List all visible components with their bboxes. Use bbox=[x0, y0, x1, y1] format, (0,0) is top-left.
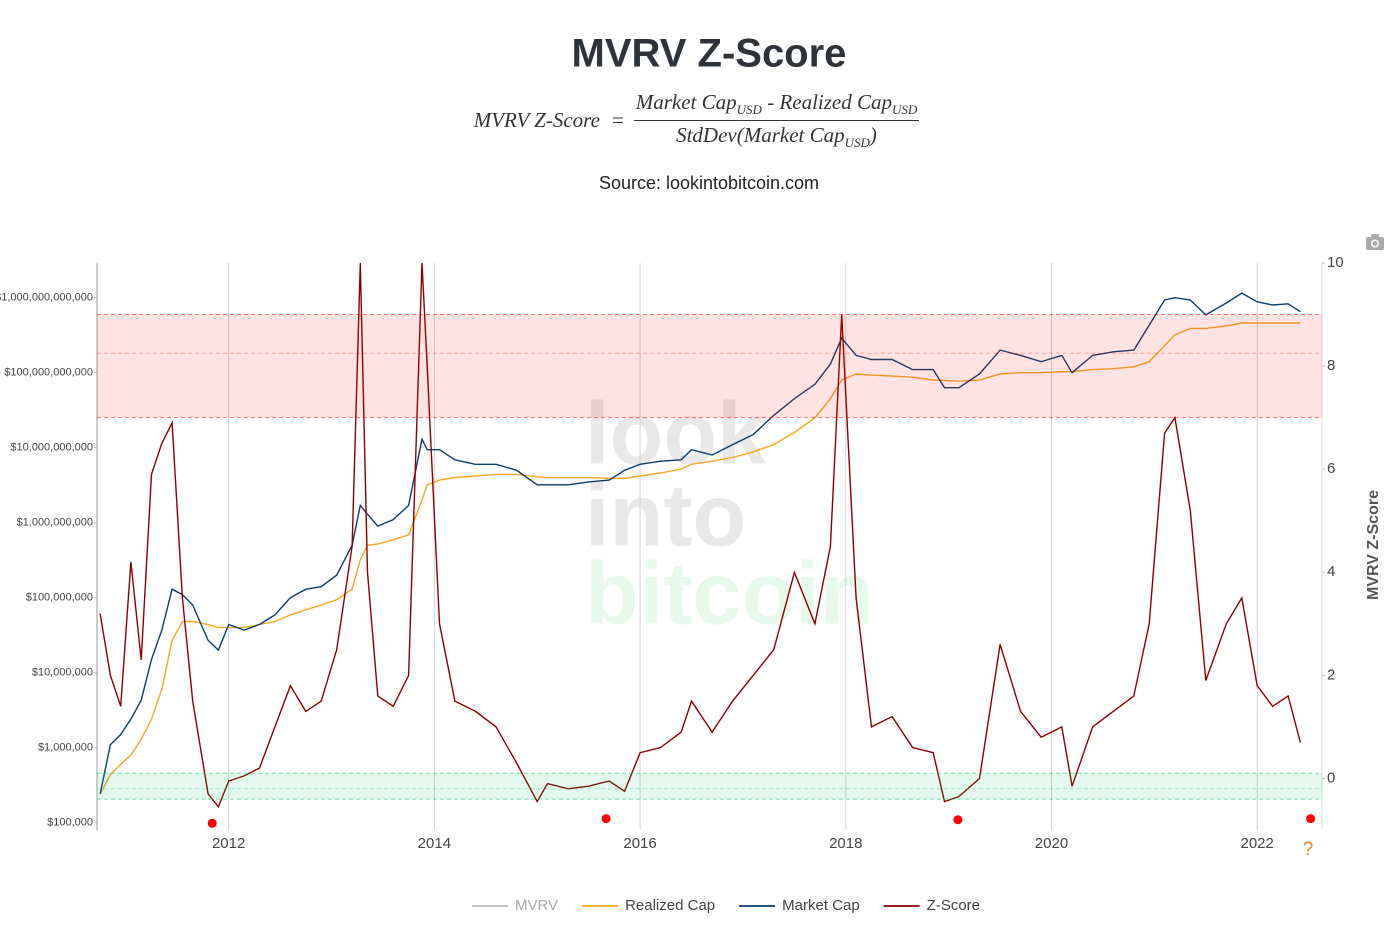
legend-label: Z-Score bbox=[927, 897, 980, 914]
series-line bbox=[99, 263, 1302, 809]
formula-denominator: StdDev(Market CapUSD) bbox=[676, 121, 877, 151]
legend-item[interactable]: Z-Score bbox=[883, 897, 980, 914]
formula-part: USD bbox=[892, 102, 918, 118]
marker bbox=[953, 815, 963, 825]
y-tick-label: $1,000,000 bbox=[38, 742, 93, 754]
band bbox=[97, 773, 1322, 800]
formula-part: Market Cap bbox=[635, 90, 737, 114]
y-tick-label: $100,000 bbox=[47, 817, 93, 829]
formula-equals: = bbox=[611, 108, 624, 133]
y2-tick-label: 8 bbox=[1327, 357, 1335, 374]
legend-item[interactable]: Realized Cap bbox=[582, 897, 715, 914]
legend-label: Market Cap bbox=[782, 897, 860, 914]
formula-part: USD bbox=[736, 102, 762, 118]
watermark: look into bitcoin bbox=[585, 383, 873, 642]
y2-tick-label: 10 bbox=[1327, 254, 1344, 271]
marker bbox=[1306, 814, 1316, 824]
y2-tick-label: 4 bbox=[1327, 563, 1335, 580]
formula-lhs: MVRV Z-Score bbox=[473, 108, 600, 133]
help-icon[interactable]: ? bbox=[1303, 839, 1314, 860]
formula-numerator: Market CapUSD - Realized CapUSD bbox=[633, 90, 920, 122]
camera-icon[interactable] bbox=[1366, 234, 1384, 250]
watermark-text: into bbox=[585, 465, 746, 564]
formula-part: - Realized Cap bbox=[761, 90, 892, 114]
x-tick-label: 2018 bbox=[829, 835, 862, 852]
band bbox=[97, 314, 1322, 418]
x-tick-label: 2020 bbox=[1035, 835, 1068, 852]
series-line bbox=[99, 292, 1301, 795]
legend-label: MVRV bbox=[515, 897, 558, 914]
grid bbox=[228, 263, 1258, 830]
y-tick-label: $100,000,000 bbox=[26, 592, 93, 604]
x-tick-label: 2014 bbox=[418, 835, 451, 852]
y-tick-label: $10,000,000 bbox=[32, 667, 93, 679]
y2-axis-title: MVRV Z-Score bbox=[1365, 490, 1382, 600]
formula-part: USD bbox=[844, 135, 870, 151]
chart-subtitle: Source: lookintobitcoin.com bbox=[599, 173, 819, 193]
formula-part: ) bbox=[869, 123, 877, 148]
watermark-text: bitcoin bbox=[585, 543, 873, 642]
marker bbox=[601, 814, 611, 824]
y-tick-label: $1,000,000,000,000 bbox=[0, 292, 93, 304]
formula: MVRV Z-Score = Market CapUSD - Realized … bbox=[0, 90, 1393, 151]
y2-tick-label: 6 bbox=[1327, 460, 1335, 477]
series-line bbox=[99, 322, 1301, 795]
watermark-text: look bbox=[585, 383, 767, 482]
y2-tick-label: 0 bbox=[1327, 769, 1335, 786]
legend-item[interactable]: Market Cap bbox=[739, 897, 860, 914]
y-tick-label: $1,000,000,000 bbox=[17, 517, 93, 529]
legend-item[interactable]: MVRV bbox=[472, 897, 558, 914]
formula-fraction: Market CapUSD - Realized CapUSD StdDev(M… bbox=[633, 90, 920, 151]
marker bbox=[207, 818, 217, 828]
y-tick-label: $10,000,000,000 bbox=[10, 442, 93, 454]
y-tick-label: $100,000,000,000 bbox=[4, 367, 93, 379]
chart-title: MVRV Z-Score bbox=[572, 32, 847, 76]
x-tick-label: 2012 bbox=[212, 835, 245, 852]
formula-part: StdDev(Market Cap bbox=[676, 123, 845, 148]
legend-label: Realized Cap bbox=[625, 897, 715, 914]
x-tick-label: 2022 bbox=[1241, 835, 1274, 852]
x-tick-label: 2016 bbox=[623, 835, 656, 852]
y2-tick-label: 2 bbox=[1327, 666, 1335, 683]
